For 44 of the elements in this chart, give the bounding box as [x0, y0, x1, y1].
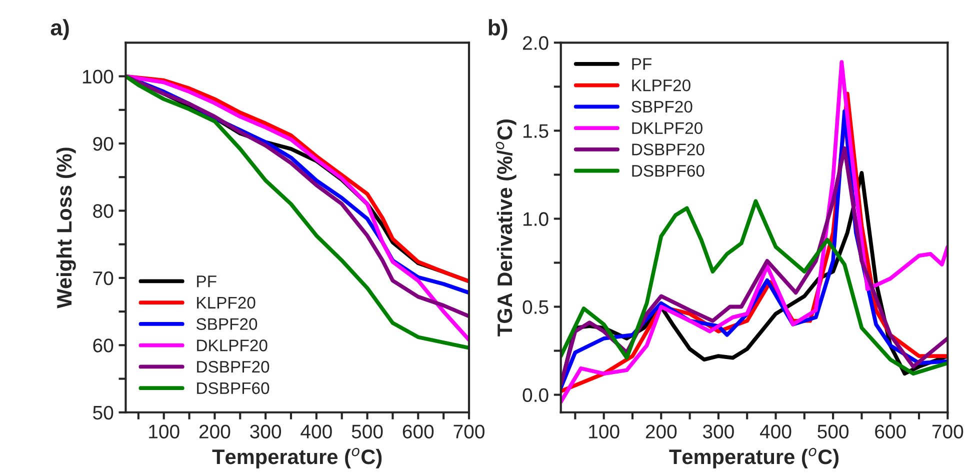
y-tick-label: 70	[93, 271, 114, 286]
x-tick-label: 100	[149, 424, 180, 438]
y-axis-title: TGA Derivative (%/$^{o}$C)	[496, 120, 516, 336]
legend-label: DKLPF20	[632, 122, 702, 134]
legend-label: KLPF20	[197, 296, 256, 309]
x-tick-label: 200	[199, 424, 230, 438]
x-tick-label: 500	[818, 424, 849, 438]
y-tick-label: 90	[93, 136, 114, 151]
y-tick-label: 80	[93, 204, 114, 218]
x-axis-title: Temperature ($^{o}$C)	[212, 448, 382, 468]
legend-label: SBPF20	[632, 100, 692, 113]
line-series	[560, 199, 948, 376]
x-tick-label: 200	[646, 424, 677, 438]
y-tick-label: 2.0	[523, 36, 548, 50]
legend-label: DKLPF20	[197, 340, 268, 352]
x-tick-label: 300	[250, 424, 282, 438]
y-tick-label: 50	[93, 406, 114, 420]
x-tick-label: 300	[702, 424, 734, 438]
legend-label: KLPF20	[632, 79, 690, 92]
y-tick-label: 0.5	[522, 300, 548, 314]
x-tick-label: 700	[454, 424, 484, 438]
legend-label: DSBPF20	[632, 144, 704, 156]
y-tick-label: 0.0	[522, 388, 548, 402]
text: a)	[50, 19, 69, 40]
x-tick-label: 100	[589, 424, 620, 438]
legend-label: PF	[197, 276, 216, 288]
text: b)	[488, 19, 508, 40]
legend-label: DSBPF60	[197, 382, 270, 394]
x-tick-label: 400	[300, 424, 332, 438]
y-axis-title: Weight Loss (%)	[56, 148, 76, 308]
x-tick-label: 600	[402, 424, 434, 438]
x-tick-label: 600	[875, 424, 906, 438]
y-tick-label: 1.5	[524, 124, 548, 138]
y-tick-label: 1.0	[524, 212, 548, 226]
legend-label: SBPF20	[196, 318, 258, 330]
x-tick-label: 500	[352, 424, 383, 438]
legend-label: PF	[632, 58, 652, 70]
x-tick-label: 700	[932, 424, 964, 438]
legend-label: DSBPF60	[632, 164, 704, 177]
x-axis-title: Temperature ($^{o}$C)	[669, 448, 839, 468]
y-tick-label: 60	[93, 338, 114, 352]
x-tick-label: 400	[760, 424, 792, 438]
y-tick-label: 100	[82, 70, 114, 84]
legend-label: DSBPF20	[197, 360, 270, 373]
